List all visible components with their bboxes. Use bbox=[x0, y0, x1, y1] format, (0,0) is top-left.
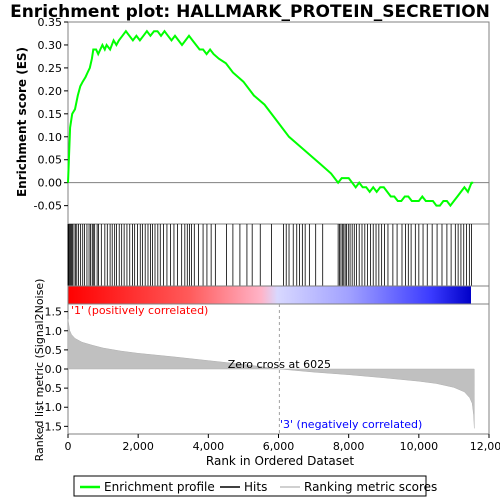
metric-ytick-label: 1.5 bbox=[45, 306, 63, 319]
es-ytick-label: 0.35 bbox=[38, 16, 63, 29]
es-ytick-label: 0.25 bbox=[38, 62, 63, 75]
metric-ytick-label: -0.5 bbox=[41, 382, 62, 395]
legend-box bbox=[73, 475, 427, 497]
es-panel: -0.05 0.00 0.05 0.10 0.15 0.20 0.25 0.30 0.35 En… bbox=[15, 16, 490, 225]
metric-ytick-label: 0.0 bbox=[45, 363, 63, 376]
es-ytick-label: 0.20 bbox=[38, 85, 63, 98]
zero-cross-label: Zero cross at 6025 bbox=[228, 358, 331, 371]
enrichment-profile-line bbox=[67, 29, 474, 208]
metric-ytick-label: 0.5 bbox=[45, 344, 63, 357]
es-ytick-label: 0.00 bbox=[38, 177, 63, 190]
metric-ytick-label: -1.5 bbox=[41, 420, 62, 433]
negative-correlation-label: '3' (negatively correlated) bbox=[280, 418, 422, 431]
es-ytick-label: 0.05 bbox=[38, 154, 63, 167]
hits-frame bbox=[67, 223, 490, 287]
legend-label-hits: Hits bbox=[244, 480, 267, 494]
hits-panel bbox=[67, 223, 490, 287]
legend: Enrichment profile Hits Ranking metric s… bbox=[73, 475, 437, 497]
x-tick-label: 4,000 bbox=[193, 440, 225, 453]
es-ytick-label: -0.05 bbox=[34, 200, 62, 213]
metric-ytick-label: -1.0 bbox=[41, 401, 62, 414]
es-ytick-label: 0.30 bbox=[38, 39, 63, 52]
es-ytick-label: 0.10 bbox=[38, 131, 63, 144]
chart-title: Enrichment plot: HALLMARK_PROTEIN_SECRET… bbox=[10, 2, 490, 22]
ranking-heatmap-bar bbox=[68, 286, 471, 304]
x-tick-label: 8,000 bbox=[333, 440, 365, 453]
legend-label-enrichment: Enrichment profile bbox=[104, 480, 215, 494]
x-tick-label: 6,000 bbox=[263, 440, 295, 453]
ranking-metric-area bbox=[67, 319, 475, 429]
metric-axis-label: Ranked list metric (Signal2Noise) bbox=[33, 279, 46, 462]
es-axis-label: Enrichment score (ES) bbox=[15, 47, 29, 197]
x-tick-label: 10,000 bbox=[400, 440, 439, 453]
metric-panel: Zero cross at 6025 '1' (positively corre… bbox=[33, 279, 490, 462]
metric-ytick-label: 1.0 bbox=[45, 325, 63, 338]
x-tick-label: 2,000 bbox=[122, 440, 154, 453]
x-tick-label: 0 bbox=[65, 440, 72, 453]
legend-label-ranking: Ranking metric scores bbox=[304, 480, 437, 494]
x-tick-label: 12,000 bbox=[470, 440, 500, 453]
x-axis-label: Rank in Ordered Dataset bbox=[206, 454, 354, 468]
positive-correlation-label: '1' (positively correlated) bbox=[71, 304, 208, 317]
es-ytick-label: 0.15 bbox=[38, 108, 63, 121]
